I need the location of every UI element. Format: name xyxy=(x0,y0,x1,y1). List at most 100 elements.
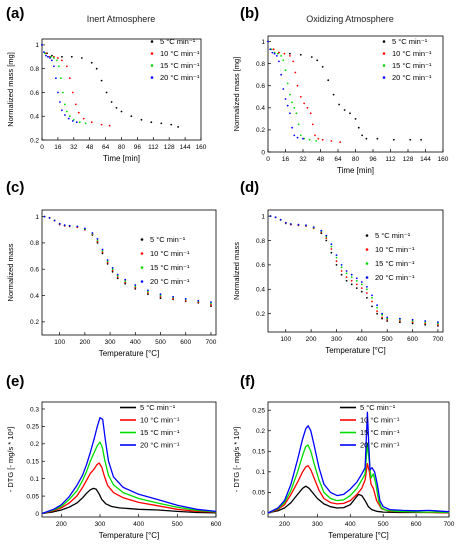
data-point xyxy=(286,104,289,107)
data-point xyxy=(371,300,373,303)
legend-label: 10 °C min⁻¹ xyxy=(150,249,190,258)
data-point xyxy=(330,248,333,250)
data-point xyxy=(71,91,74,94)
data-point xyxy=(302,137,304,140)
x-tick-label: 200 xyxy=(56,521,67,528)
data-point xyxy=(278,60,280,63)
data-point xyxy=(340,266,343,269)
data-point xyxy=(293,134,296,137)
data-point xyxy=(317,137,320,140)
data-point xyxy=(371,305,373,308)
y-tick-label: 0.3 xyxy=(30,406,39,413)
data-point xyxy=(106,259,109,261)
data-point xyxy=(289,112,291,115)
data-point xyxy=(110,101,113,103)
y-tick-label: 0.8 xyxy=(256,61,265,68)
legend-swatch xyxy=(140,252,144,255)
legend-label: 20 °C min⁻¹ xyxy=(140,441,180,450)
data-point xyxy=(340,273,343,276)
data-point xyxy=(345,279,348,282)
data-point xyxy=(147,292,149,294)
data-point xyxy=(366,286,368,288)
data-point xyxy=(269,48,272,51)
x-tick-label: 200 xyxy=(279,521,290,528)
series-3 xyxy=(267,40,304,140)
data-point xyxy=(294,71,297,74)
data-point xyxy=(101,251,104,254)
y-tick-label: 0.8 xyxy=(30,240,39,247)
legend-label: 5 °C min⁻¹ xyxy=(360,403,396,412)
data-point xyxy=(366,296,368,299)
data-point xyxy=(305,224,307,227)
data-point xyxy=(289,55,291,57)
legend-label: 10 °C min⁻¹ xyxy=(375,245,415,254)
data-point xyxy=(134,285,137,288)
data-point xyxy=(78,121,81,124)
data-point xyxy=(297,223,300,226)
series-0 xyxy=(43,215,212,307)
data-point xyxy=(116,273,119,276)
data-point xyxy=(295,112,298,115)
data-point xyxy=(75,121,78,124)
x-tick-label: 64 xyxy=(334,156,342,163)
data-point xyxy=(124,281,127,284)
x-tick-label: 500 xyxy=(382,336,393,343)
data-point xyxy=(101,252,104,255)
data-point xyxy=(116,274,119,277)
data-point xyxy=(49,57,51,59)
x-tick-label: 0 xyxy=(40,144,44,151)
data-point xyxy=(386,316,389,319)
data-point xyxy=(101,248,104,251)
y-axis-label: Normalized mass [mg] xyxy=(6,52,15,127)
data-point xyxy=(365,137,368,140)
data-point xyxy=(360,287,363,289)
data-point xyxy=(399,317,401,320)
y-tick-label: 1 xyxy=(261,213,265,220)
data-point xyxy=(53,219,56,222)
data-point xyxy=(74,103,77,106)
data-point xyxy=(184,297,187,300)
data-point xyxy=(96,238,99,240)
data-point xyxy=(296,84,299,87)
data-point xyxy=(355,287,358,289)
data-point xyxy=(327,79,330,82)
data-point xyxy=(58,65,60,68)
x-tick-label: 300 xyxy=(331,336,342,343)
y-tick-label: 0.15 xyxy=(26,459,39,466)
data-point xyxy=(371,294,373,297)
y-tick-label: 0.05 xyxy=(26,493,39,500)
data-point xyxy=(286,82,289,85)
data-point xyxy=(354,118,357,120)
series-line xyxy=(267,411,450,514)
panel-label: (e) xyxy=(6,373,24,390)
data-point xyxy=(376,312,378,315)
data-point xyxy=(278,51,280,54)
data-point xyxy=(101,249,104,252)
data-point xyxy=(272,48,275,51)
data-point xyxy=(357,126,360,129)
plot-frame xyxy=(267,209,444,333)
data-point xyxy=(330,251,333,254)
data-point xyxy=(355,279,358,282)
data-point xyxy=(80,57,83,59)
data-point xyxy=(381,312,383,315)
panel-label: (a) xyxy=(6,5,24,22)
legend-label: 20 °C min⁻¹ xyxy=(392,73,432,82)
data-point xyxy=(355,283,358,286)
y-tick-label: 0.8 xyxy=(30,66,39,73)
x-tick-label: 32 xyxy=(299,156,307,163)
y-tick-label: 0.2 xyxy=(30,441,39,448)
y-axis-label: - DTG [- mg/s * 10³] xyxy=(6,427,15,492)
y-tick-label: 0.2 xyxy=(256,428,265,435)
data-point xyxy=(210,301,212,303)
data-point xyxy=(280,73,282,76)
legend-label: 15 °C min⁻¹ xyxy=(140,428,180,437)
series-line xyxy=(41,487,217,515)
legend-label: 5 °C min⁻¹ xyxy=(375,231,411,240)
data-point xyxy=(297,123,300,126)
data-point xyxy=(274,216,277,219)
data-point xyxy=(420,138,422,141)
x-tick-label: 16 xyxy=(54,144,62,151)
data-point xyxy=(111,267,114,269)
data-point xyxy=(150,121,153,124)
